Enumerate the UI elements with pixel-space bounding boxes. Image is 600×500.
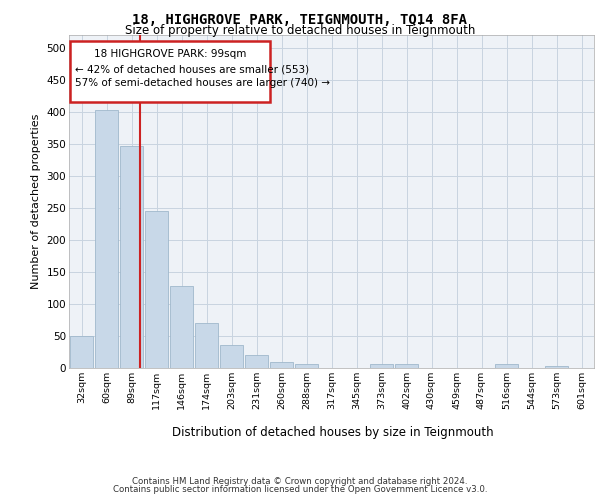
- Bar: [95, 110, 118, 368]
- Text: 57% of semi-detached houses are larger (740) →: 57% of semi-detached houses are larger (…: [75, 78, 330, 88]
- Text: ← 42% of detached houses are smaller (553): ← 42% of detached houses are smaller (55…: [75, 64, 310, 74]
- Y-axis label: Number of detached properties: Number of detached properties: [31, 114, 41, 289]
- Bar: [120, 146, 143, 368]
- Bar: [170, 286, 193, 368]
- Bar: [495, 364, 518, 368]
- Bar: [145, 211, 168, 368]
- Bar: [295, 364, 318, 368]
- Text: Distribution of detached houses by size in Teignmouth: Distribution of detached houses by size …: [172, 426, 494, 439]
- Bar: [545, 366, 568, 368]
- Text: Size of property relative to detached houses in Teignmouth: Size of property relative to detached ho…: [125, 24, 475, 37]
- FancyBboxPatch shape: [70, 42, 270, 102]
- Bar: [245, 354, 268, 368]
- Bar: [370, 364, 393, 368]
- Text: 18 HIGHGROVE PARK: 99sqm: 18 HIGHGROVE PARK: 99sqm: [94, 48, 247, 58]
- Bar: [395, 364, 418, 368]
- Bar: [220, 345, 243, 368]
- Bar: [270, 362, 293, 368]
- Text: 18, HIGHGROVE PARK, TEIGNMOUTH, TQ14 8FA: 18, HIGHGROVE PARK, TEIGNMOUTH, TQ14 8FA: [133, 12, 467, 26]
- Text: Contains HM Land Registry data © Crown copyright and database right 2024.: Contains HM Land Registry data © Crown c…: [132, 477, 468, 486]
- Bar: [195, 322, 218, 368]
- Bar: [70, 336, 93, 368]
- Text: Contains public sector information licensed under the Open Government Licence v3: Contains public sector information licen…: [113, 485, 487, 494]
